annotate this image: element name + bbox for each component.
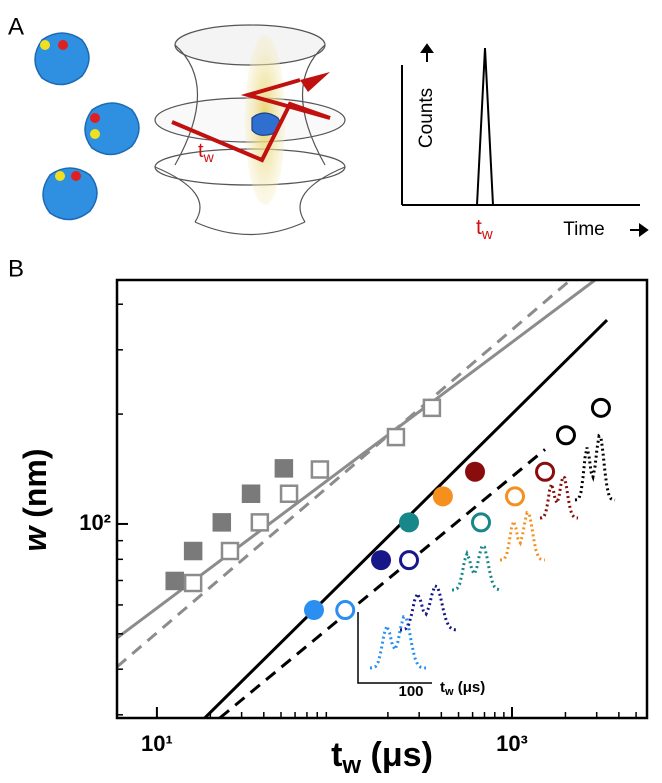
t: t — [198, 140, 204, 162]
circle-marker — [505, 486, 526, 507]
counts-label: Counts — [416, 88, 437, 148]
t: t — [440, 679, 445, 696]
distribution — [369, 614, 427, 670]
distribution — [499, 510, 546, 562]
square-marker — [310, 460, 330, 479]
square-marker — [220, 541, 240, 561]
fluorophores — [40, 40, 100, 181]
panel-label: A — [8, 13, 24, 40]
circle-marker — [535, 461, 556, 482]
square-marker — [183, 573, 203, 593]
circle-marker — [555, 425, 576, 446]
w: w — [17, 525, 53, 552]
t: t — [476, 216, 482, 239]
t: t — [331, 736, 342, 774]
w: w — [444, 686, 454, 698]
circle-marker — [399, 550, 420, 571]
panel-label: B — [8, 255, 24, 282]
square-marker — [274, 459, 294, 478]
unit: (μs) — [361, 736, 433, 774]
inset-axes — [357, 612, 432, 684]
tw-diagram: tw — [198, 140, 215, 164]
plot-area: 100 tw (μs) — [117, 280, 616, 718]
inset-tick-label: 100 — [398, 683, 423, 700]
circle-marker — [371, 550, 392, 571]
square-marker — [241, 484, 261, 503]
proteins — [34, 32, 140, 221]
circle-marker — [335, 600, 356, 621]
x-tick-label: 10³ — [496, 731, 528, 756]
circle-marker — [432, 486, 453, 507]
distribution — [539, 474, 579, 520]
pulse-graph — [401, 43, 649, 237]
x-tick-label: 10¹ — [141, 731, 173, 756]
unit: (nm) — [17, 448, 53, 526]
square-marker — [422, 398, 442, 418]
circle-marker — [470, 512, 491, 533]
square-marker — [183, 541, 203, 561]
time-label: Time — [563, 219, 605, 240]
distribution — [451, 543, 503, 592]
fit-line — [218, 448, 546, 718]
square-marker — [212, 513, 232, 532]
circle-marker — [465, 461, 486, 482]
square-marker — [165, 571, 184, 591]
unit: (μs) — [454, 679, 486, 696]
circle-marker — [399, 512, 420, 533]
data-layer — [117, 280, 611, 718]
y-tick-label: 10² — [79, 510, 111, 535]
w: w — [341, 752, 361, 778]
square-marker — [386, 427, 406, 447]
x-axis-label: tw (μs) — [331, 736, 433, 778]
square-marker — [250, 513, 270, 532]
inset-label: tw (μs) — [440, 679, 485, 698]
confocal-volume — [154, 24, 346, 235]
circle-marker — [303, 600, 324, 621]
distribution — [574, 433, 616, 502]
square-marker — [279, 484, 299, 503]
circle-marker — [590, 397, 611, 418]
w: w — [481, 226, 493, 243]
y-axis-label: w (nm) — [17, 448, 53, 551]
frame — [115, 278, 649, 720]
w: w — [203, 149, 215, 165]
tw-graph: tw — [476, 216, 493, 243]
